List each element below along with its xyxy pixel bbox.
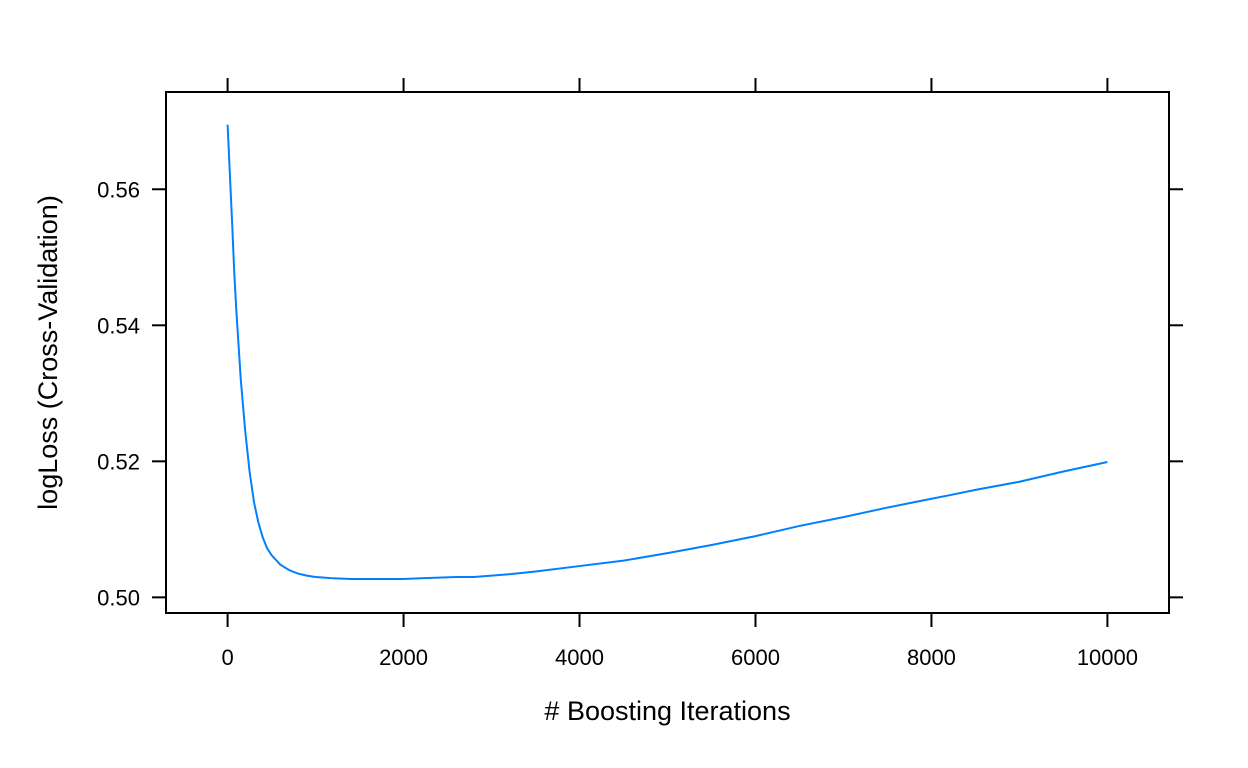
plot-panel-border <box>165 91 1170 614</box>
x-tick-label: 4000 <box>555 645 604 670</box>
axis-ticks <box>152 78 1183 627</box>
x-tick-label: 0 <box>221 645 233 670</box>
y-tick-label: 0.50 <box>97 585 140 610</box>
x-axis-title: # Boosting Iterations <box>544 696 790 726</box>
x-tick-label: 8000 <box>907 645 956 670</box>
y-tick-label: 0.52 <box>97 449 140 474</box>
x-tick-label: 2000 <box>379 645 428 670</box>
y-tick-label: 0.54 <box>97 313 140 338</box>
tick-labels: 0 2000 4000 6000 8000 10000 0.50 0.52 0.54 0.56 <box>97 177 1138 670</box>
x-tick-label: 6000 <box>731 645 780 670</box>
y-axis-title: logLoss (Cross-Validation) <box>33 195 63 510</box>
x-tick-label: 10000 <box>1077 645 1138 670</box>
y-tick-label: 0.56 <box>97 177 140 202</box>
series-line-logloss <box>226 124 1108 580</box>
